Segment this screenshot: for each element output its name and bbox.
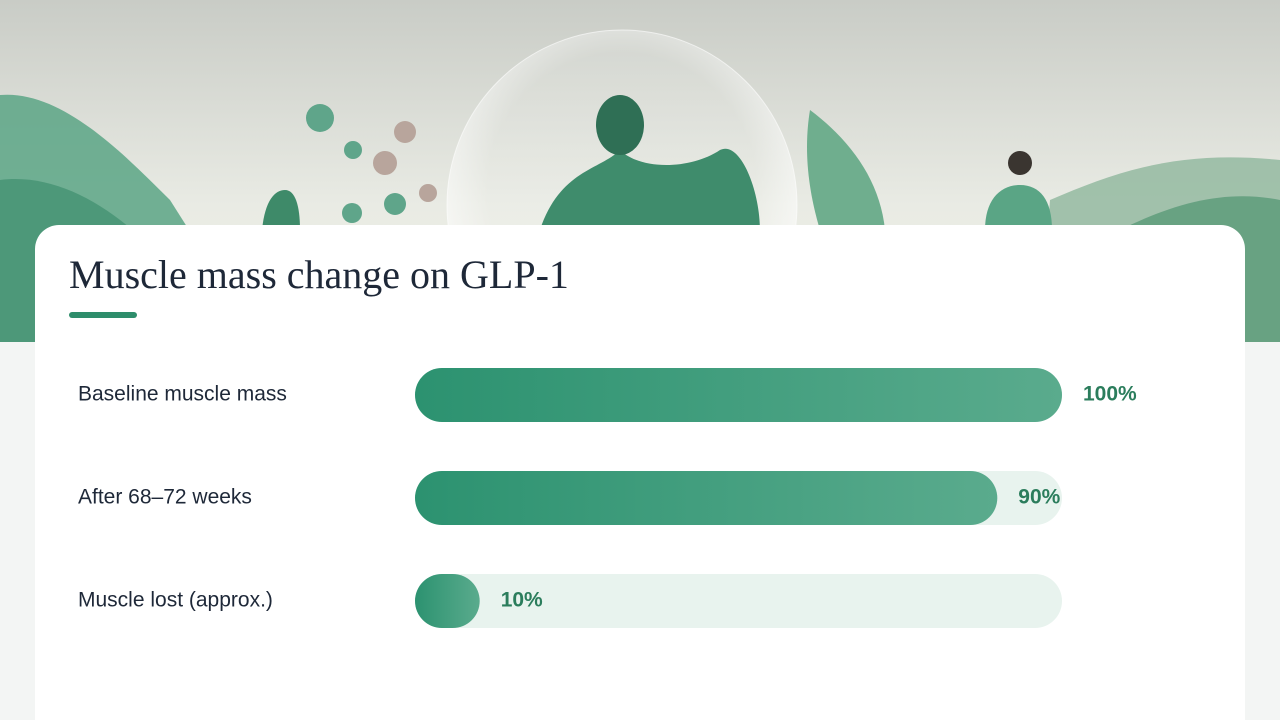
value-label: 100% [1083, 383, 1137, 406]
category-label: Muscle lost (approx.) [78, 589, 273, 612]
bars: Baseline muscle mass 100% After 68–72 week… [78, 368, 1137, 628]
bar [415, 368, 1062, 422]
category-label: After 68–72 weeks [78, 486, 252, 509]
title-accent [69, 312, 137, 318]
bar [415, 574, 480, 628]
value-label: 10% [501, 589, 543, 612]
value-label: 90% [1018, 486, 1060, 509]
bar-track [415, 574, 1062, 628]
chart-title: Muscle mass change on GLP-1 [69, 252, 569, 297]
category-label: Baseline muscle mass [78, 383, 287, 406]
bar [415, 471, 998, 525]
